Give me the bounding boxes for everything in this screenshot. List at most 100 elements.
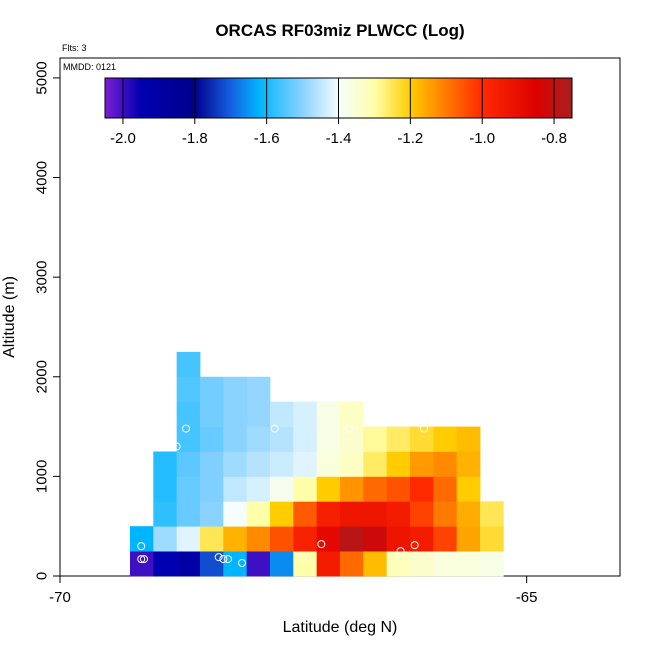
heatmap-cell xyxy=(410,501,434,527)
heatmap-cell xyxy=(153,501,178,527)
heatmap-cell xyxy=(223,426,248,452)
heatmap-cell xyxy=(270,451,294,477)
heatmap-cell xyxy=(176,526,201,552)
heatmap-cell xyxy=(363,526,388,552)
heatmap-cell xyxy=(293,426,318,452)
x-tick-label: -65 xyxy=(516,589,538,606)
heatmap-cell xyxy=(270,426,294,452)
observation-point xyxy=(163,349,172,358)
heatmap-cell xyxy=(386,551,411,577)
heatmap-cell xyxy=(363,451,388,477)
heatmap-cell xyxy=(410,476,434,502)
y-tick-label: 4000 xyxy=(34,161,51,194)
heatmap-cell xyxy=(386,451,411,477)
heatmap-cell xyxy=(246,451,271,477)
heatmap-cell xyxy=(200,526,224,552)
heatmap-cell xyxy=(433,451,458,477)
heatmap-cell xyxy=(270,401,294,427)
y-tick-label: 1000 xyxy=(34,460,51,493)
heatmap-cells xyxy=(130,351,504,577)
heatmap-cell xyxy=(200,376,224,403)
heatmap-cell xyxy=(340,401,364,427)
observation-point xyxy=(345,424,354,433)
heatmap-cell xyxy=(270,501,294,527)
heatmap-cell xyxy=(363,476,388,502)
heatmap-cell xyxy=(456,551,481,577)
heatmap-cell xyxy=(270,526,294,552)
observation-point xyxy=(298,554,307,563)
y-tick-label: 3000 xyxy=(34,260,51,293)
heatmap-cell xyxy=(456,451,481,477)
heatmap-cell xyxy=(386,501,411,527)
observation-point xyxy=(317,540,326,549)
heatmap-cell xyxy=(410,551,434,577)
observation-point xyxy=(396,547,405,556)
x-axis: -70 -65 xyxy=(49,576,538,606)
observation-point xyxy=(270,424,279,433)
heatmap-cell xyxy=(293,501,318,527)
heatmap-cell xyxy=(363,501,388,527)
colorbar-tick-label: -1.2 xyxy=(397,130,423,147)
heatmap-cell xyxy=(363,426,388,452)
observation-points xyxy=(137,349,428,568)
heatmap-cell xyxy=(246,501,271,527)
heatmap-cell xyxy=(316,401,341,427)
heatmap-cell xyxy=(223,476,248,502)
heatmap-cell xyxy=(246,526,271,552)
heatmap-cell xyxy=(246,376,271,403)
heatmap-cell xyxy=(153,551,178,577)
heatmap-cell xyxy=(316,551,341,577)
heatmap-cell xyxy=(153,451,178,477)
heatmap-cell xyxy=(293,526,318,552)
heatmap-cell xyxy=(200,451,224,477)
observation-point xyxy=(137,555,146,564)
heatmap-cell xyxy=(200,476,224,502)
date-label: MMDD: 0121 xyxy=(63,62,116,72)
heatmap-cell xyxy=(176,401,201,427)
heatmap-cell xyxy=(433,476,458,502)
colorbar: -2.0 -1.8 -1.6 -1.4 -1.2 -1.0 -0.8 xyxy=(104,77,573,147)
heatmap-cell xyxy=(410,526,434,552)
heatmap-cell xyxy=(480,551,504,577)
heatmap-cell xyxy=(246,401,271,427)
heatmap-cell xyxy=(200,401,224,427)
flights-label: Flts: 3 xyxy=(62,43,87,53)
heatmap-cell xyxy=(316,451,341,477)
heatmap-cell xyxy=(410,426,434,452)
heatmap-cell xyxy=(293,401,318,427)
heatmap-cell xyxy=(246,551,271,577)
heatmap-cell xyxy=(433,501,458,527)
observation-point xyxy=(238,559,246,568)
y-tick-label: 0 xyxy=(34,572,51,580)
observation-point xyxy=(172,442,181,451)
heatmap-cell xyxy=(223,376,248,403)
heatmap-cell xyxy=(316,426,341,452)
colorbar-tick-label: -1.0 xyxy=(469,130,495,147)
x-axis-label: Latitude (deg N) xyxy=(283,619,398,636)
heatmap-cell xyxy=(480,501,504,527)
observation-point xyxy=(420,424,428,433)
heatmap-cell xyxy=(293,551,318,577)
chart-title: ORCAS RF03miz PLWCC (Log) xyxy=(215,21,464,40)
observation-point xyxy=(182,424,190,433)
heatmap-cell xyxy=(433,426,458,452)
y-axis-label: Altitude (m) xyxy=(1,276,18,358)
heatmap-cell xyxy=(456,526,481,552)
colorbar-tick-label: -2.0 xyxy=(110,130,136,147)
heatmap-cell xyxy=(386,426,411,452)
colorbar-tick-label: -1.4 xyxy=(326,130,352,147)
heatmap-cell xyxy=(293,476,318,502)
observation-point xyxy=(140,555,148,564)
heatmap-cell xyxy=(340,551,364,577)
heatmap-cell xyxy=(246,476,271,502)
heatmap-cell xyxy=(223,551,248,577)
heatmap-cell xyxy=(270,476,294,502)
heatmap-cell xyxy=(130,526,154,552)
heatmap-cell xyxy=(456,426,481,452)
heatmap-cell xyxy=(480,526,504,552)
heatmap-cell xyxy=(176,376,201,403)
heatmap-cell xyxy=(410,451,434,477)
x-tick-label: -70 xyxy=(49,589,71,606)
heatmap-cell xyxy=(176,551,201,577)
